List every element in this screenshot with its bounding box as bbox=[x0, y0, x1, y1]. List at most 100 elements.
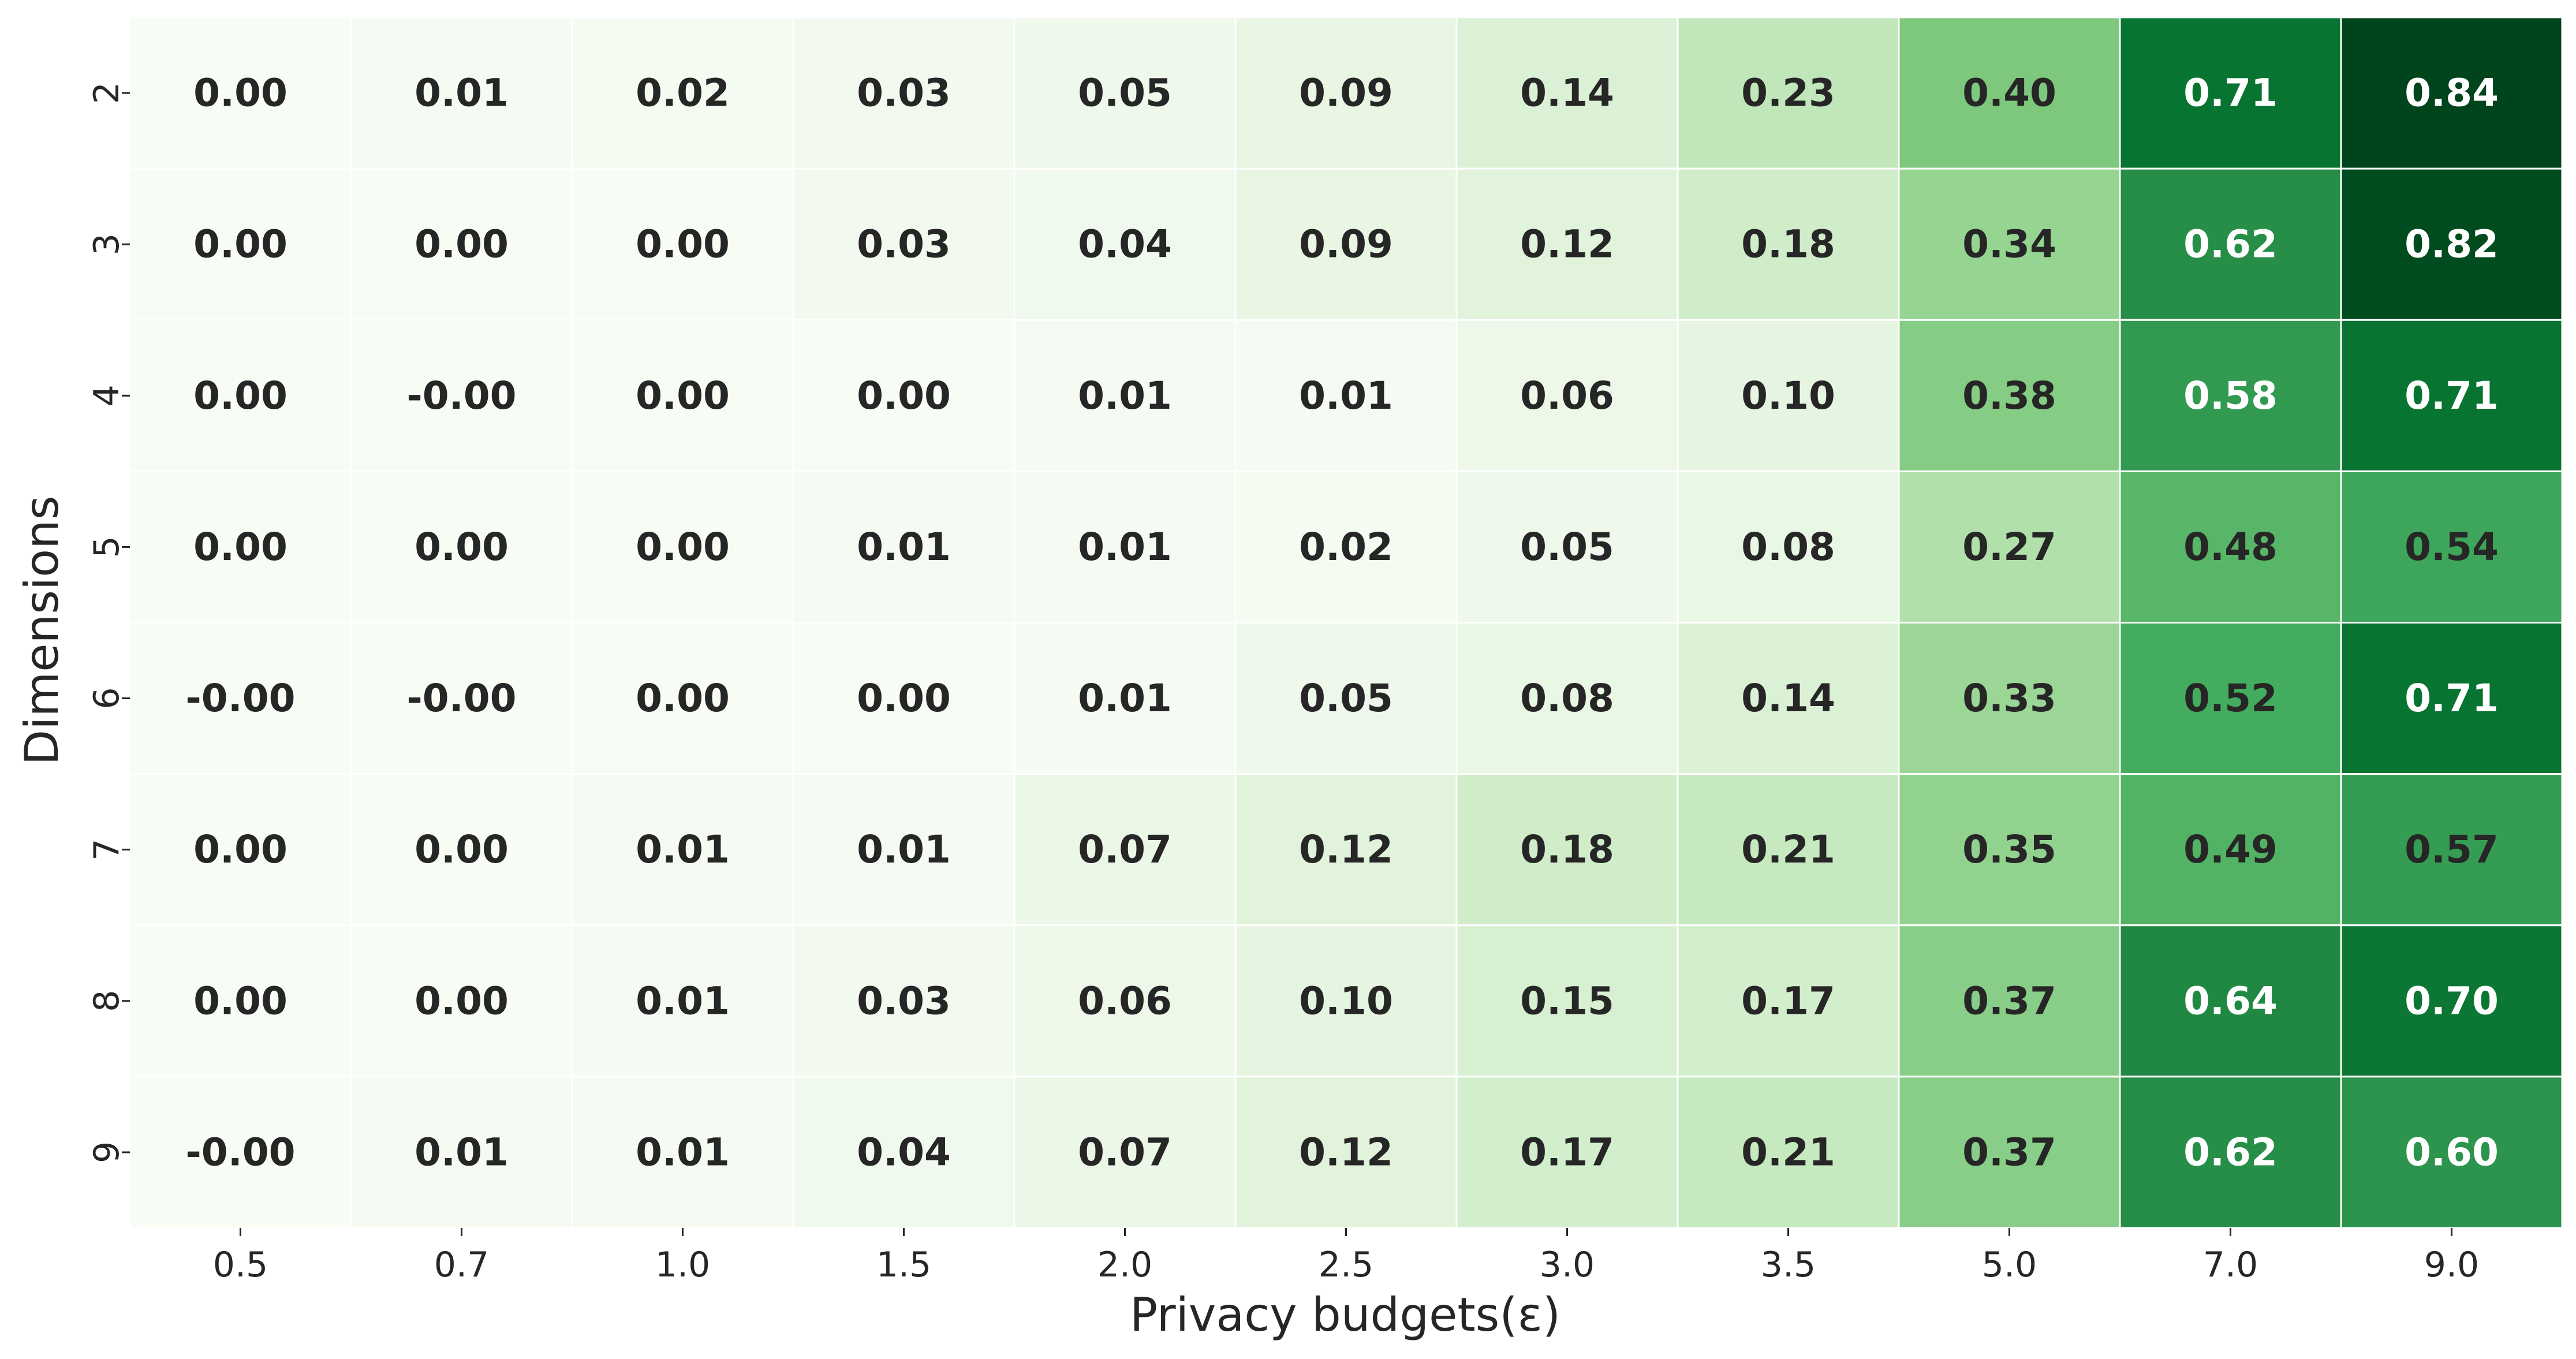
y-tick-label: 2 bbox=[87, 82, 127, 104]
heatmap-cell-d2-e3.5 bbox=[1677, 16, 1900, 170]
cell-value-label: 0.05 bbox=[1299, 676, 1393, 720]
cell-value-label: 0.18 bbox=[1520, 827, 1614, 872]
heatmap-cell-d5-e1.5 bbox=[792, 470, 1016, 624]
cell-value-label: -0.00 bbox=[185, 1130, 295, 1174]
cell-value-label: 0.14 bbox=[1741, 676, 1835, 720]
cell-value-label: 0.71 bbox=[2183, 71, 2278, 115]
cell-value-label: 0.00 bbox=[193, 374, 288, 418]
heatmap-cell-d5-e5.0 bbox=[1898, 470, 2121, 624]
heatmap-cell-d8-e0.5 bbox=[129, 924, 352, 1078]
cell-value-label: 0.01 bbox=[415, 71, 509, 115]
x-tick-label: 7.0 bbox=[2203, 1245, 2258, 1285]
cell-value-label: 0.05 bbox=[1078, 71, 1172, 115]
cell-value-label: 0.21 bbox=[1741, 1130, 1835, 1174]
cell-value-label: 0.12 bbox=[1299, 1130, 1393, 1174]
cell-value-label: 0.00 bbox=[857, 374, 951, 418]
x-tick-label: 2.5 bbox=[1319, 1245, 1373, 1285]
cell-value-label: 0.64 bbox=[2183, 979, 2278, 1023]
cell-value-label: 0.40 bbox=[1962, 71, 2056, 115]
heatmap-cell-d7-e3.0 bbox=[1455, 773, 1679, 927]
cell-value-label: 0.48 bbox=[2183, 525, 2278, 569]
cell-value-label: 0.35 bbox=[1962, 827, 2056, 872]
heatmap-cell-d5-e9.0 bbox=[2340, 470, 2563, 624]
cell-value-label: 0.00 bbox=[193, 827, 288, 872]
heatmap-cell-d9-e9.0 bbox=[2340, 1076, 2563, 1229]
heatmap-cell-d5-e0.7 bbox=[350, 470, 573, 624]
heatmap-cell-d2-e7.0 bbox=[2119, 16, 2342, 170]
cell-value-label: 0.00 bbox=[415, 525, 509, 569]
heatmap-cell-d3-e2.5 bbox=[1234, 167, 1458, 321]
x-tick-label: 1.0 bbox=[655, 1245, 710, 1285]
heatmap-cell-d4-e9.0 bbox=[2340, 319, 2563, 472]
heatmap-cell-d3-e3.5 bbox=[1677, 167, 1900, 321]
heatmap-cell-d7-e2.5 bbox=[1234, 773, 1458, 927]
cell-value-label: 0.00 bbox=[636, 525, 730, 569]
cell-value-label: 0.01 bbox=[636, 1130, 730, 1174]
cell-value-label: 0.10 bbox=[1741, 374, 1835, 418]
cell-value-label: 0.37 bbox=[1962, 1130, 2056, 1174]
heatmap-cell-d8-e9.0 bbox=[2340, 924, 2563, 1078]
y-tick-label: 5 bbox=[87, 536, 127, 558]
y-tick-label: 8 bbox=[87, 990, 127, 1012]
heatmap-cell-d3-e3.0 bbox=[1455, 167, 1679, 321]
heatmap-cell-d2-e1.5 bbox=[792, 16, 1016, 170]
cell-value-label: 0.02 bbox=[636, 71, 730, 115]
cell-value-label: 0.01 bbox=[1078, 374, 1172, 418]
cell-value-label: 0.00 bbox=[193, 979, 288, 1023]
cell-value-label: 0.82 bbox=[2405, 222, 2499, 267]
cell-value-label: 0.57 bbox=[2405, 827, 2499, 872]
heatmap-cell-d6-e7.0 bbox=[2119, 622, 2342, 775]
cell-value-label: 0.54 bbox=[2405, 525, 2499, 569]
cell-value-label: 0.00 bbox=[415, 222, 509, 267]
heatmap-cell-d8-e1.5 bbox=[792, 924, 1016, 1078]
x-axis-ticks: 0.5 0.7 1.0 1.5 2.0 2.5 3.0 3.5 5.0 7.0 9.0 bbox=[213, 1228, 2479, 1285]
cell-value-label: 0.00 bbox=[193, 71, 288, 115]
heatmap-cell-d6-e9.0 bbox=[2340, 622, 2563, 775]
x-tick-label: 2.0 bbox=[1097, 1245, 1152, 1285]
heatmap-cell-d5-e2.5 bbox=[1234, 470, 1458, 624]
heatmap-cell-d8-e2.5 bbox=[1234, 924, 1458, 1078]
y-tick-label: 6 bbox=[87, 687, 127, 709]
x-tick-label: 9.0 bbox=[2424, 1245, 2479, 1285]
y-axis-ticks: 2 3 4 5 6 7 8 9 bbox=[87, 82, 130, 1163]
heatmap-cell-d2-e2.5 bbox=[1234, 16, 1458, 170]
heatmap-cell-d4-e0.5 bbox=[129, 319, 352, 472]
heatmap-cell-d3-e5.0 bbox=[1898, 167, 2121, 321]
x-tick-label: 1.5 bbox=[876, 1245, 931, 1285]
heatmap-cell-d9-e2.5 bbox=[1234, 1076, 1458, 1229]
heatmap-cell-d8-e3.5 bbox=[1677, 924, 1900, 1078]
heatmap-cell-d7-e5.0 bbox=[1898, 773, 2121, 927]
cell-value-label: 0.04 bbox=[1078, 222, 1172, 267]
y-axis-title: Dimensions bbox=[15, 496, 69, 766]
cell-value-label: 0.02 bbox=[1299, 525, 1393, 569]
cell-value-label: 0.01 bbox=[415, 1130, 509, 1174]
x-tick-label: 0.5 bbox=[213, 1245, 268, 1285]
cell-value-label: 0.14 bbox=[1520, 71, 1614, 115]
heatmap-cell-d9-e0.5 bbox=[129, 1076, 352, 1229]
cell-value-label: 0.01 bbox=[1078, 676, 1172, 720]
cell-value-label: 0.71 bbox=[2405, 676, 2499, 720]
cell-value-label: 0.00 bbox=[857, 676, 951, 720]
cell-value-label: 0.00 bbox=[415, 827, 509, 872]
x-tick-label: 0.7 bbox=[434, 1245, 489, 1285]
cell-value-label: 0.70 bbox=[2405, 979, 2499, 1023]
cell-value-label: 0.10 bbox=[1299, 979, 1393, 1023]
heatmap-cell-d6-e1.0 bbox=[571, 622, 794, 775]
cell-value-label: 0.17 bbox=[1520, 1130, 1614, 1174]
heatmap-cells bbox=[129, 16, 2563, 1229]
heatmap-cell-d9-e3.0 bbox=[1455, 1076, 1679, 1229]
heatmap-cell-d6-e2.0 bbox=[1013, 622, 1237, 775]
heatmap-cell-d9-e7.0 bbox=[2119, 1076, 2342, 1229]
heatmap-cell-labels: 0.00 0.01 0.02 0.03 0.05 0.09 0.14 0.23 0.40 0.71… bbox=[185, 71, 2499, 1175]
y-tick-label: 3 bbox=[87, 233, 127, 255]
x-tick-label: 5.0 bbox=[1982, 1245, 2037, 1285]
cell-value-label: -0.00 bbox=[406, 374, 516, 418]
cell-value-label: 0.01 bbox=[636, 979, 730, 1023]
cell-value-label: 0.07 bbox=[1078, 1130, 1172, 1174]
heatmap-cell-d3-e7.0 bbox=[2119, 167, 2342, 321]
cell-value-label: 0.09 bbox=[1299, 222, 1393, 267]
heatmap-cell-d4-e2.5 bbox=[1234, 319, 1458, 472]
cell-value-label: 0.08 bbox=[1741, 525, 1835, 569]
heatmap-cell-d6-e1.5 bbox=[792, 622, 1016, 775]
